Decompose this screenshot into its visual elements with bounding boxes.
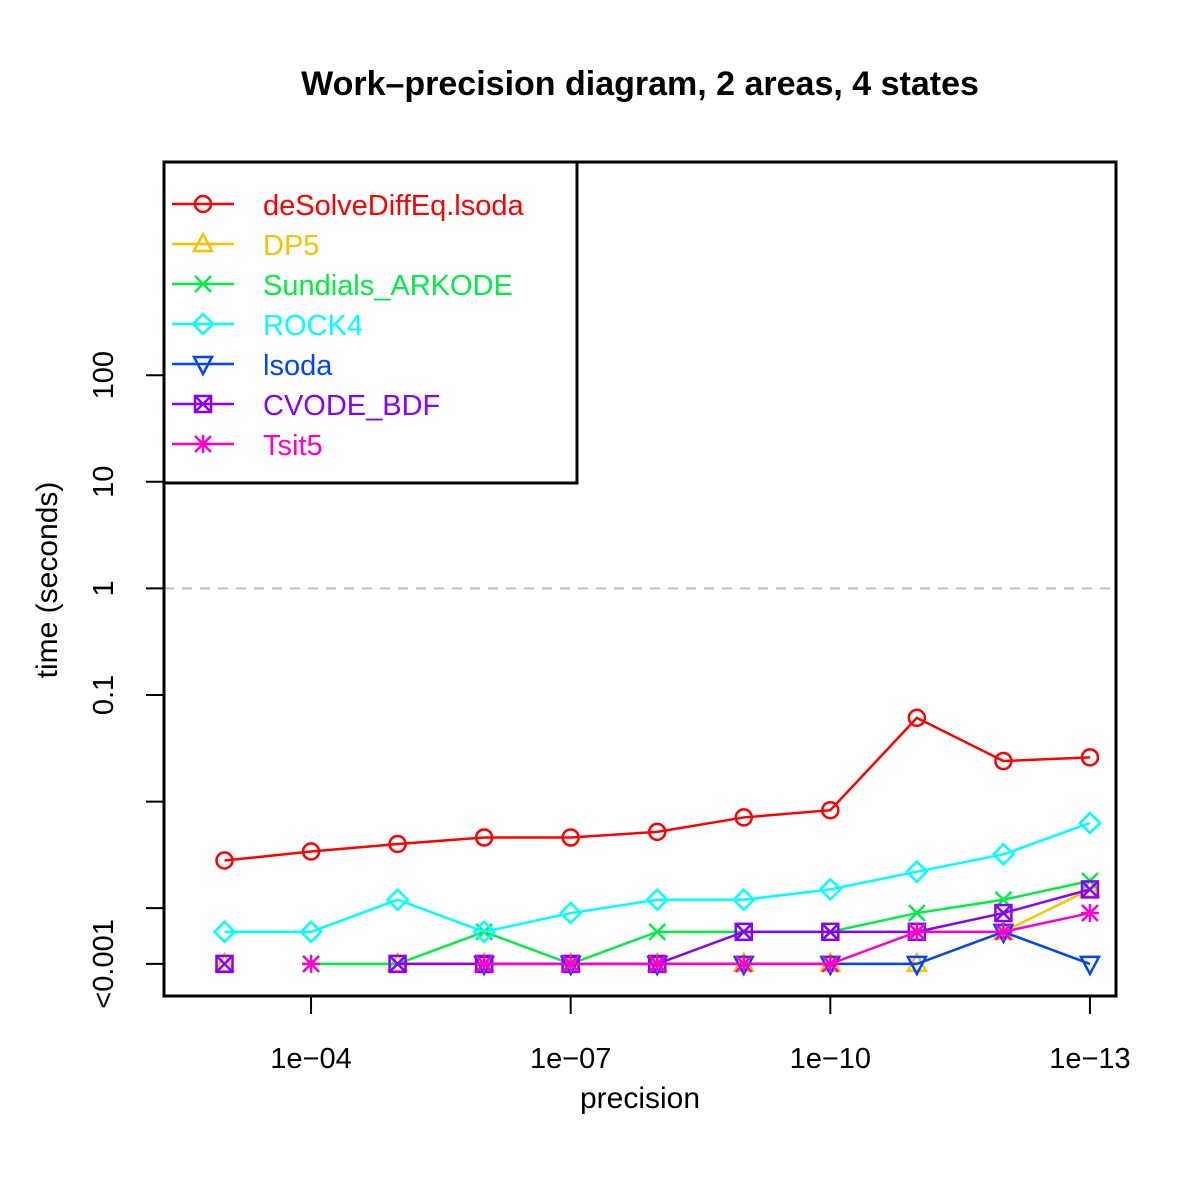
data-point xyxy=(994,922,1013,941)
data-point xyxy=(474,828,494,847)
data-point xyxy=(385,887,410,912)
legend-label: deSolveDiffEq.lsoda xyxy=(263,190,525,222)
data-point xyxy=(215,851,234,870)
y-tick-label: <0.001 xyxy=(88,919,120,1009)
y-tick-label: 1 xyxy=(88,580,120,596)
data-point xyxy=(907,922,926,941)
data-point xyxy=(561,828,580,847)
y-tick-label: 10 xyxy=(88,466,120,498)
series-line xyxy=(484,911,1091,966)
series-ROCK4 xyxy=(212,811,1102,944)
data-point xyxy=(821,922,840,942)
x-tick-label: 1e−04 xyxy=(270,1043,351,1075)
data-point xyxy=(1080,904,1099,923)
legend-label: Tsit5 xyxy=(263,430,323,462)
series-deSolveDiffEq.lsoda xyxy=(215,708,1100,870)
data-point xyxy=(215,954,234,974)
legend-item: CVODE_BDF xyxy=(172,390,440,422)
data-point xyxy=(907,904,926,922)
y-tick-label: 0.1 xyxy=(88,675,120,715)
x-tick-label: 1e−07 xyxy=(530,1043,611,1075)
legend-box xyxy=(162,160,579,485)
chart-title: Work–precision diagram, 2 areas, 4 state… xyxy=(301,65,979,103)
legend-marker xyxy=(191,231,215,253)
legend-marker xyxy=(193,394,213,414)
legend-label: DP5 xyxy=(263,230,319,262)
data-point xyxy=(994,751,1013,771)
data-point xyxy=(905,955,928,977)
data-point xyxy=(647,822,667,842)
legend-item: DP5 xyxy=(172,230,319,262)
data-point xyxy=(821,800,840,820)
data-point xyxy=(299,920,323,944)
data-point xyxy=(734,922,754,942)
data-point xyxy=(994,903,1013,923)
data-point xyxy=(475,954,494,973)
data-point xyxy=(907,708,927,728)
data-point xyxy=(1080,748,1100,767)
series-line xyxy=(224,716,1091,862)
data-point xyxy=(818,877,843,902)
legend-marker xyxy=(194,275,212,293)
y-axis-title: time (seconds) xyxy=(31,482,64,679)
x-axis-title: precision xyxy=(580,1082,700,1115)
legend-item: ROCK4 xyxy=(172,310,363,342)
legend-marker xyxy=(193,194,213,214)
legend-marker xyxy=(194,435,212,453)
legend-item: deSolveDiffEq.lsoda xyxy=(172,190,525,222)
legend: deSolveDiffEq.lsoda DP5 Sundials_ARKODE ROC… xyxy=(162,160,579,485)
data-point xyxy=(645,887,669,912)
series-Tsit5 xyxy=(302,904,1099,973)
data-point xyxy=(561,954,580,973)
legend-marker xyxy=(191,312,215,336)
legend-label: Sundials_ARKODE xyxy=(263,270,513,302)
data-point xyxy=(1078,811,1102,835)
y-tick-label: 100 xyxy=(88,351,120,399)
data-point xyxy=(734,808,754,827)
data-point xyxy=(388,954,407,974)
data-point xyxy=(821,954,840,973)
legend-marker xyxy=(191,355,215,377)
data-point xyxy=(558,901,583,925)
legend-item: Sundials_ARKODE xyxy=(172,270,513,302)
legend-label: ROCK4 xyxy=(263,310,363,342)
data-point xyxy=(388,834,407,854)
data-point xyxy=(212,920,237,944)
data-point xyxy=(991,842,1016,867)
series-line xyxy=(311,879,1091,966)
data-point xyxy=(302,954,321,973)
data-point xyxy=(1078,955,1102,977)
plot-frame xyxy=(162,160,1118,998)
series-line xyxy=(224,821,1091,934)
data-point xyxy=(734,954,753,973)
data-point xyxy=(1080,880,1100,899)
legend-label: CVODE_BDF xyxy=(263,390,440,422)
x-tick-label: 1e−13 xyxy=(1049,1043,1130,1075)
legend-label: lsoda xyxy=(263,350,333,382)
data-point xyxy=(648,954,667,973)
legend-item: Tsit5 xyxy=(172,430,323,462)
data-point xyxy=(731,887,756,912)
legend-item: lsoda xyxy=(172,350,333,382)
data-point xyxy=(301,842,321,861)
x-tick-label: 1e−10 xyxy=(790,1043,871,1075)
data-point xyxy=(472,920,496,944)
series-Sundials_ARKODE xyxy=(302,872,1099,973)
data-point xyxy=(648,922,667,941)
data-point xyxy=(905,859,929,884)
